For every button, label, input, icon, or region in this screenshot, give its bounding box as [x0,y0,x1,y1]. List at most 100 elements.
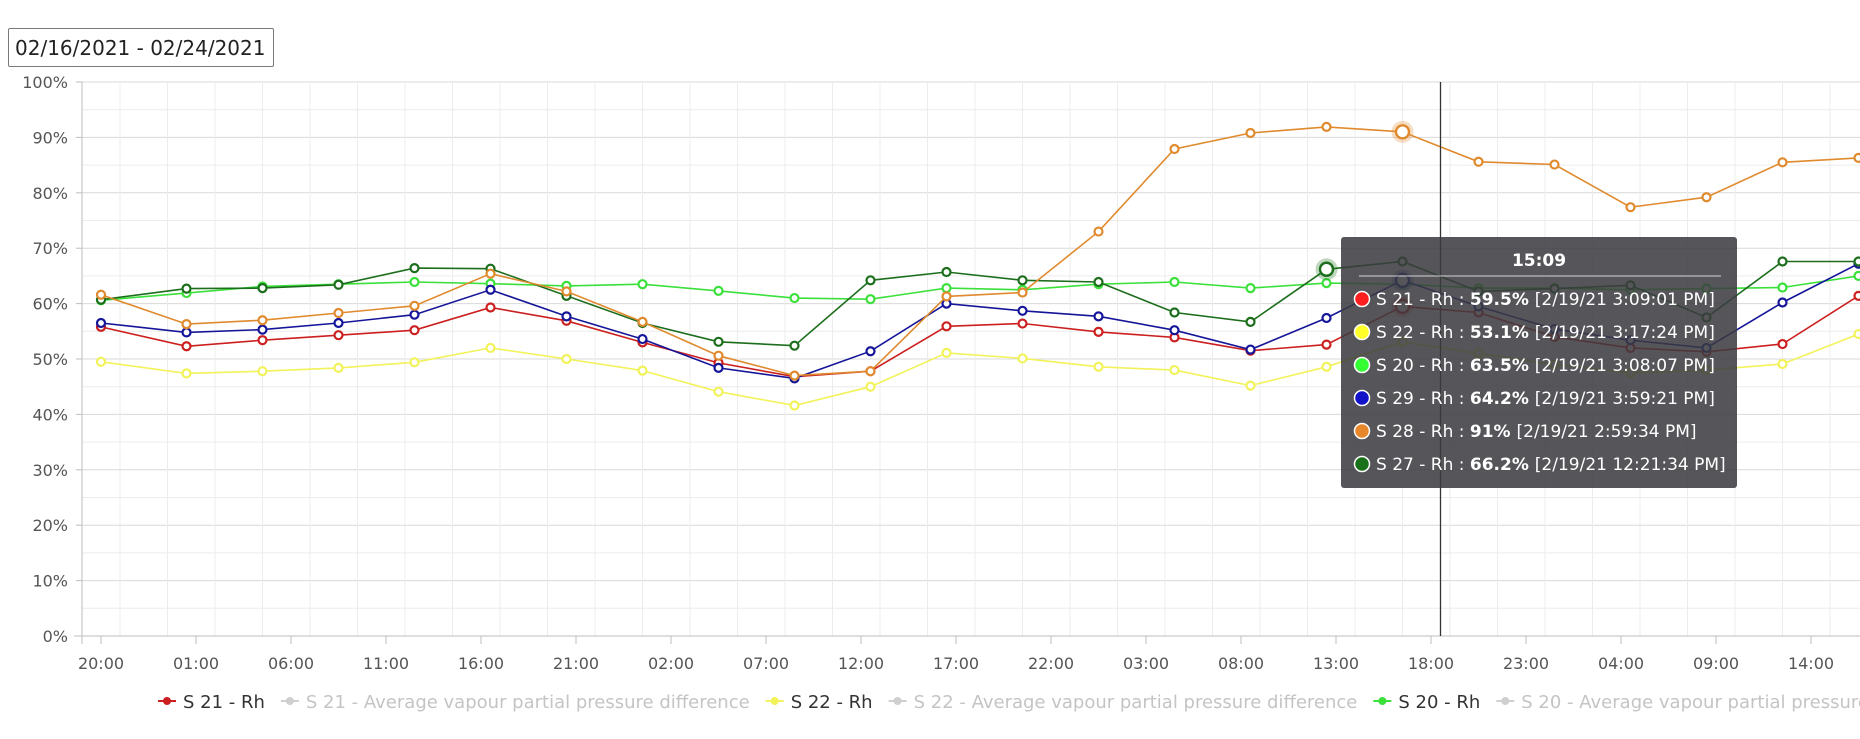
tooltip-time: [2/19/21 3:09:01 PM] [1535,290,1715,310]
legend-marker [1378,697,1387,705]
data-point [1701,192,1712,203]
data-point [1321,278,1332,289]
data-point [713,386,724,397]
x-tick-label: 16:00 [458,654,504,673]
tooltip-row: S 21 - Rh : 59.5% [2/19/21 3:09:01 PM] [1376,290,1715,310]
data-point [1093,276,1104,288]
data-point [789,292,800,304]
tooltip-value: 63.5% [1470,356,1535,376]
data-point [1093,311,1104,322]
data-point [637,365,648,376]
data-point [1245,282,1256,294]
y-tick-label: 20% [32,516,68,535]
data-point [1321,121,1332,132]
legend-label: S 21 - Rh [183,692,265,713]
tooltip-value: 91% [1470,422,1517,442]
legend-marker [893,697,902,705]
x-tick-label: 09:00 [1693,654,1739,673]
tooltip-row: S 28 - Rh : 91% [2/19/21 2:59:34 PM] [1376,422,1697,442]
y-tick-label: 80% [32,184,68,203]
data-point [1169,143,1180,155]
legend-marker [285,697,294,705]
data-point [1777,157,1788,168]
data-point [1777,338,1788,350]
tooltip-time: [2/19/21 3:59:21 PM] [1535,389,1715,409]
data-point [1777,282,1788,293]
legend-label: S 20 - Average vapour partial pressure d… [1521,692,1860,713]
data-point [1093,361,1104,372]
y-axis: 0% 10% 20% 30% 40% 50% 60% 70% 80% 90% 100% [22,73,83,646]
data-point [1017,318,1028,329]
legend-label: S 21 - Average vapour partial pressure d… [306,692,750,713]
x-tick-label: 11:00 [363,654,409,673]
data-point [941,266,952,278]
data-point [561,353,572,365]
hover-point [1394,124,1411,140]
tooltip-swatch [1353,455,1371,473]
data-point [1245,344,1256,355]
x-tick-label: 14:00 [1788,654,1834,673]
data-point [941,291,952,302]
data-point [1169,276,1180,288]
data-point [865,346,876,357]
legend-item[interactable]: S 22 - Average vapour partial pressure d… [888,692,1358,713]
data-point [1245,380,1256,391]
x-tick-label: 13:00 [1313,654,1359,673]
tooltip-row: S 20 - Rh : 63.5% [2/19/21 3:08:07 PM] [1376,356,1715,376]
data-point [485,284,496,295]
y-tick-label: 100% [22,73,68,92]
tooltip-series: S 20 - Rh : [1376,356,1470,376]
data-point [485,342,496,354]
tooltip: 15:09 S 21 - Rh : 59.5% [2/19/21 3:09:01 … [1341,237,1737,488]
legend-marker [163,697,171,705]
data-point [1853,152,1860,163]
y-tick-label: 0% [43,627,68,646]
legend-label: S 20 - Rh [1398,692,1480,713]
data-point [1321,361,1332,372]
data-point [333,362,344,373]
tooltip-time: [2/19/21 2:59:34 PM] [1517,422,1697,442]
data-point [257,366,268,377]
data-point [1017,275,1028,286]
data-point [1169,325,1180,336]
data-point [1853,290,1860,301]
data-point [1017,305,1028,316]
data-point [409,325,420,336]
legend-marker [770,697,779,705]
data-point [1093,226,1104,237]
tooltip-time: [2/19/21 3:17:24 PM] [1535,323,1715,343]
data-point [1169,364,1180,376]
data-point [1853,328,1860,340]
data-point [1549,159,1560,170]
tooltip-row: S 22 - Rh : 53.1% [2/19/21 3:17:24 PM] [1376,323,1715,343]
data-point [1625,202,1636,213]
data-point [1245,127,1256,139]
data-point [1321,312,1332,324]
legend-item[interactable]: S 21 - Average vapour partial pressure d… [280,692,750,713]
legend-item[interactable]: S 21 - Rh [158,692,265,713]
legend-item[interactable]: S 22 - Rh [765,692,873,713]
data-point [409,357,420,368]
x-tick-label: 21:00 [553,654,599,673]
x-tick-label: 07:00 [743,654,789,673]
data-point [95,317,107,329]
data-point [257,324,268,335]
legend-label: S 22 - Rh [791,692,873,713]
data-point [181,318,192,330]
data-point [485,302,496,313]
data-point [713,362,724,373]
data-point [637,316,648,327]
data-point [409,263,420,274]
x-tick-label: 04:00 [1598,654,1644,673]
data-point [257,335,268,346]
tooltip-value: 53.1% [1470,323,1535,343]
tooltip-box [1341,237,1737,488]
legend: S 21 - Rh S 21 - Average vapour partial p… [158,692,1860,713]
legend-item[interactable]: S 20 - Average vapour partial pressure d… [1496,692,1860,713]
tooltip-value: 64.2% [1470,389,1535,409]
date-range-input[interactable] [8,28,274,67]
legend-item[interactable]: S 20 - Rh [1373,692,1480,713]
data-point [789,400,800,411]
x-tick-label: 17:00 [933,654,979,673]
tooltip-row: S 27 - Rh : 66.2% [2/19/21 12:21:34 PM] [1376,455,1726,475]
